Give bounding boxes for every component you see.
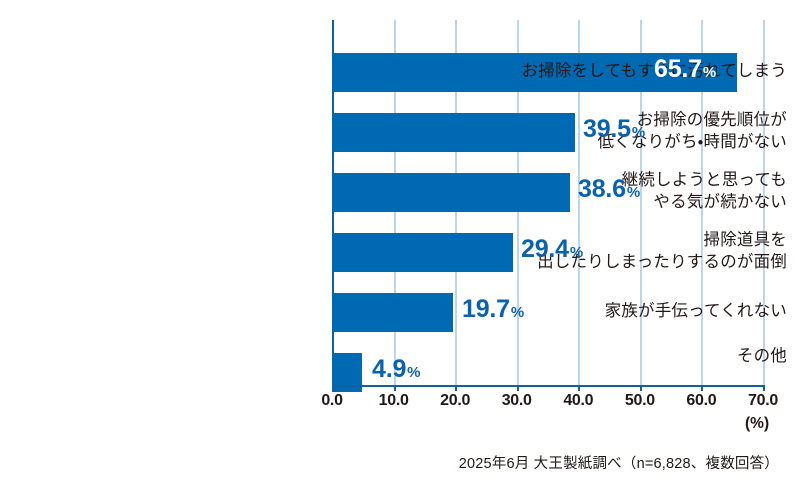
category-label-0: お掃除をしてもすぐに汚れてしまう: [521, 62, 787, 80]
x-tick-label-70: 70.0: [748, 392, 778, 409]
x-tick-label-30: 30.0: [501, 392, 532, 409]
value-unit-1: %: [631, 124, 645, 141]
category-label-1: お掃除の優先順位が 低くなりがち・時間がない: [597, 111, 787, 151]
value-unit-0: %: [702, 64, 716, 81]
x-axis-tick-60: [701, 385, 704, 391]
x-axis-tick-70: [763, 385, 765, 391]
value-unit-4: %: [510, 304, 524, 321]
category-label-4: 家族が手伝ってくれない: [604, 302, 787, 320]
value-number-4: 19.7: [462, 295, 510, 323]
x-axis-tick-0: [332, 385, 334, 391]
x-axis-line: [332, 385, 765, 387]
x-tick-label-20: 20.0: [440, 392, 471, 409]
x-tick-label-0: 0.0: [321, 392, 343, 409]
value-unit-5: %: [407, 364, 421, 381]
value-label-4: 19.7%: [462, 297, 524, 322]
x-axis-unit-label: (%): [745, 415, 770, 432]
plot-area: [332, 20, 765, 392]
value-unit-3: %: [569, 244, 583, 261]
value-unit-2: %: [626, 184, 640, 201]
bar-2: [332, 173, 570, 212]
gridline-60: [701, 20, 704, 385]
x-tick-label-60: 60.0: [686, 392, 717, 409]
x-tick-label-50: 50.0: [624, 392, 655, 409]
value-number-2: 38.6: [578, 175, 626, 203]
x-axis-tick-40: [578, 385, 581, 391]
x-axis-tick-30: [516, 385, 519, 391]
value-number-3: 29.4: [521, 235, 569, 263]
value-number-1: 39.5: [583, 115, 631, 143]
x-axis-tick-50: [639, 385, 642, 391]
bar-4: [332, 293, 454, 332]
value-label-5: 4.9%: [372, 357, 420, 382]
value-label-0: 65.7%: [654, 57, 716, 82]
x-tick-label-10: 10.0: [378, 392, 409, 409]
value-label-2: 38.6%: [578, 177, 640, 202]
x-tick-label-40: 40.0: [563, 392, 594, 409]
gridline-70: [763, 20, 765, 385]
category-label-3: 掃除道具を 出したりしまったりするのが面倒: [537, 231, 787, 271]
value-label-1: 39.5%: [583, 117, 645, 142]
category-label-2: 継続しようと思っても やる気が続かない: [621, 171, 787, 211]
bar-0: [332, 53, 737, 92]
bar-3: [332, 233, 513, 272]
x-axis-tick-20: [455, 385, 458, 391]
value-label-3: 29.4%: [521, 237, 583, 262]
bar-1: [332, 113, 576, 152]
gridline-40: [578, 20, 581, 385]
x-axis-tick-10: [393, 385, 396, 391]
value-number-5: 4.9: [372, 355, 407, 383]
category-label-5: その他: [736, 347, 787, 365]
value-number-0: 65.7: [654, 55, 702, 83]
chart-source-annotation: 2025年6月 大王製紙調べ（n=6,828、複数回答）: [458, 456, 779, 472]
gridline-50: [639, 20, 642, 385]
